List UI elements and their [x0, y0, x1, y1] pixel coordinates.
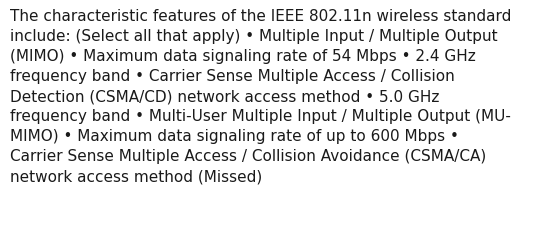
Text: The characteristic features of the IEEE 802.11n wireless standard
include: (Sele: The characteristic features of the IEEE … — [10, 9, 512, 184]
